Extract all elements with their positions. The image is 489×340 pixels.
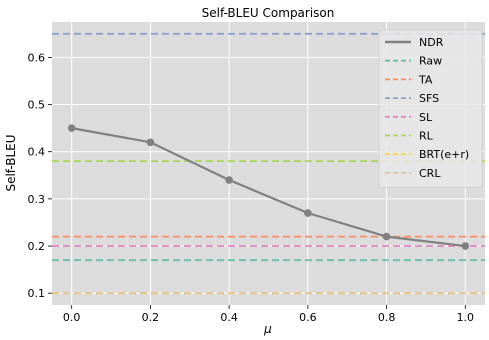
y-tick-label: 0.1 (28, 287, 46, 300)
data-point (225, 176, 233, 184)
x-axis-label: μ (263, 322, 272, 336)
x-tick-label: 0.4 (220, 311, 238, 324)
y-axis-label: Self-BLEU (4, 134, 18, 191)
legend-label: NDR (419, 36, 444, 49)
axis-ticks: 0.0 0.2 0.4 0.6 0.8 1.0 0.1 0.2 0.3 0.4 0.5 0.6 (28, 51, 475, 324)
x-tick-label: 1.0 (457, 311, 475, 324)
legend-label: CRL (419, 167, 441, 180)
x-tick-label: 0.8 (378, 311, 396, 324)
y-tick-label: 0.4 (28, 146, 46, 159)
data-point (461, 242, 470, 250)
y-tick-label: 0.3 (28, 193, 46, 206)
legend-box (378, 29, 483, 189)
x-tick-label: 0.6 (299, 311, 317, 324)
data-point (304, 209, 312, 217)
legend-label: SFS (419, 92, 439, 105)
legend: NDR Raw TA SFS SL RL BRT(e+r) CRL (378, 29, 483, 189)
legend-label: BRT(e+r) (419, 148, 469, 161)
series-line-ndr (71, 127, 466, 248)
data-point (382, 232, 391, 241)
baseline-lines (52, 32, 485, 295)
data-point (67, 124, 76, 132)
legend-label: Raw (419, 55, 442, 68)
y-tick-label: 0.5 (28, 99, 46, 112)
y-tick-label: 0.2 (28, 240, 46, 253)
chart-title: Self-BLEU Comparison (202, 6, 335, 20)
data-point (146, 138, 155, 147)
legend-label: SL (419, 111, 433, 124)
legend-label: RL (419, 130, 434, 143)
legend-label: TA (418, 73, 433, 86)
x-tick-label: 0.0 (63, 311, 81, 324)
series-lines (67, 124, 470, 250)
y-tick-label: 0.6 (28, 51, 46, 64)
x-tick-label: 0.2 (142, 311, 160, 324)
